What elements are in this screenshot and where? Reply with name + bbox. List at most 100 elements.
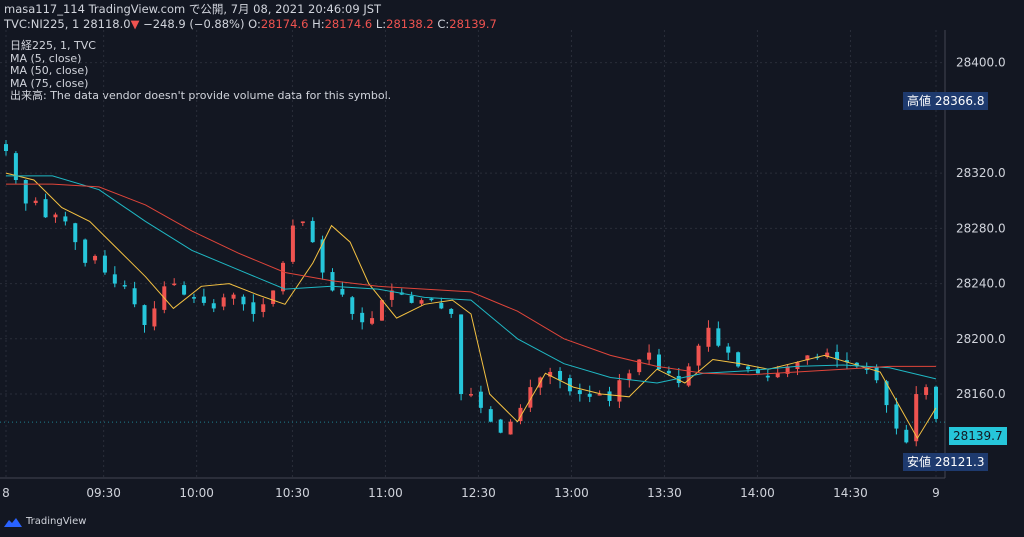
candle-body — [429, 298, 434, 301]
tradingview-brand[interactable]: TradingView — [4, 516, 86, 527]
candle-body — [874, 366, 879, 381]
candle-body — [924, 387, 929, 395]
candle-body — [132, 288, 137, 305]
candle-body — [558, 370, 563, 381]
time-tick-label: 8 — [2, 486, 10, 500]
candle-body — [567, 378, 572, 392]
indicator-legend: 日経225, 1, TVC MA (5, close) MA (50, clos… — [10, 39, 392, 103]
candle-body — [528, 387, 533, 408]
low-tag-label: 安値 — [907, 455, 932, 469]
candle-body — [53, 214, 58, 218]
candle-body — [221, 297, 226, 307]
candle-body — [746, 366, 751, 370]
candle-body — [597, 394, 602, 396]
candle-body — [607, 391, 612, 401]
ma50-line — [6, 175, 937, 384]
legend-ma75[interactable]: MA (75, close) — [10, 76, 89, 90]
time-tick-label: 13:00 — [554, 486, 589, 500]
candle-body — [736, 352, 741, 367]
candle-body — [281, 262, 286, 292]
legend-ma50[interactable]: MA (50, close) — [10, 64, 89, 77]
candle-body — [112, 274, 117, 284]
candle-body — [310, 220, 315, 243]
candle-body — [73, 223, 78, 243]
brand-name: TradingView — [26, 516, 87, 527]
candle-body — [647, 352, 652, 360]
candle-body — [409, 295, 414, 303]
candle-body — [716, 328, 721, 346]
candle-body — [231, 294, 236, 299]
candle-body — [419, 300, 424, 304]
price-tick-label: 28280.0 — [956, 221, 1006, 235]
candle-body — [83, 239, 88, 263]
time-tick-label: 14:00 — [740, 486, 775, 500]
candle-body — [904, 429, 909, 443]
candle-body — [696, 345, 701, 366]
candle-body — [251, 302, 256, 314]
candle-body — [775, 373, 780, 378]
candle-body — [785, 366, 790, 374]
high-label: H: — [312, 17, 325, 31]
high-tag-label: 高値 — [907, 94, 932, 108]
candle-body — [340, 288, 345, 295]
last-price-tag: 28139.7 — [949, 427, 1007, 445]
candle-body — [765, 375, 770, 378]
candle-body — [379, 300, 384, 321]
candle-body — [63, 216, 68, 222]
price-tick-label: 28400.0 — [956, 56, 1006, 70]
publish-info: masa117_114 TradingView.com で公開, 7月 08, … — [4, 2, 382, 16]
candle-body — [33, 200, 38, 203]
open-value: 28174.6 — [260, 17, 309, 31]
legend-title[interactable]: 日経225, 1, TVC — [10, 39, 96, 52]
time-tick-label: 10:30 — [275, 486, 310, 500]
candle-body — [93, 255, 98, 261]
price-change: −248.9 (−0.88%) — [143, 17, 245, 31]
ma75-line — [6, 183, 936, 376]
candle-body — [755, 369, 760, 374]
price-tick-label: 28240.0 — [956, 277, 1006, 291]
high-tag-value: 28366.8 — [934, 94, 985, 108]
candle-body — [191, 297, 196, 299]
close-label: C: — [437, 17, 450, 31]
time-tick-label: 11:00 — [368, 486, 403, 500]
time-tick-label: 10:00 — [179, 486, 214, 500]
candle-body — [360, 312, 365, 323]
candle-body — [211, 303, 216, 309]
candle-body — [825, 352, 830, 357]
candle-body — [102, 255, 107, 273]
ohlc-row: TVC:NI225, 1 28118.0▼ −248.9 (−0.88%) O:… — [4, 17, 497, 32]
candle-body — [844, 360, 849, 363]
candle-body — [617, 380, 622, 402]
candle-body — [498, 419, 503, 433]
time-tick-label: 12:30 — [461, 486, 496, 500]
candle-body — [884, 381, 889, 406]
candle-body — [835, 351, 840, 360]
candle-body — [795, 362, 800, 370]
candle-body — [439, 302, 444, 309]
candle-body — [290, 225, 295, 262]
candle-body — [172, 283, 177, 286]
candle-body — [469, 394, 473, 396]
candle-body — [152, 308, 157, 327]
candle-body — [320, 239, 325, 273]
candle-body — [271, 290, 276, 304]
candle-body — [13, 153, 18, 180]
candle-body — [350, 297, 355, 314]
chart-header: masa117_114 TradingView.com で公開, 7月 08, … — [4, 2, 497, 32]
candle-body — [122, 285, 127, 287]
legend-volume[interactable]: 出来高: The data vendor doesn't provide vol… — [10, 89, 392, 102]
high-price-tag: 高値 28366.8 — [903, 92, 989, 110]
candle-body — [300, 221, 305, 224]
candle-body — [637, 359, 642, 373]
candle-body — [934, 386, 938, 419]
legend-ma5[interactable]: MA (5, close) — [10, 51, 82, 65]
low-label: L: — [375, 17, 387, 31]
price-tick-label: 28200.0 — [956, 332, 1006, 346]
time-tick-label: 13:30 — [647, 486, 682, 500]
tradingview-logo-icon — [4, 517, 22, 527]
candle-body — [627, 373, 632, 381]
candle-body — [449, 308, 454, 314]
candle-body — [518, 407, 523, 422]
low-price-tag: 安値 28121.3 — [903, 453, 989, 471]
